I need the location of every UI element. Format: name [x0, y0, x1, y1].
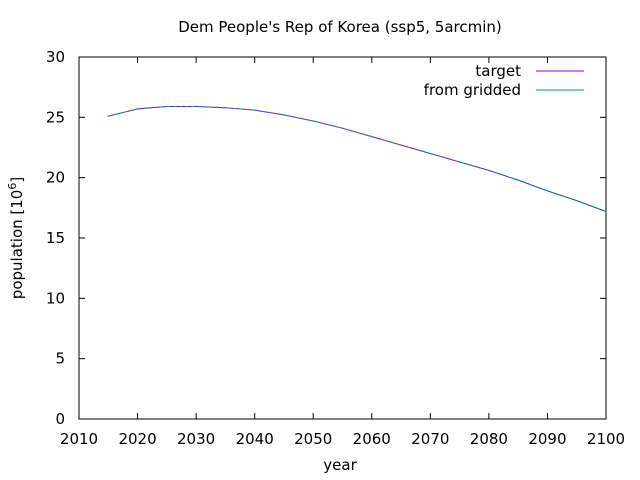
x-tick-label: 2100 — [587, 430, 625, 448]
chart-title: Dem People's Rep of Korea (ssp5, 5arcmin… — [178, 18, 502, 36]
y-tick-label: 15 — [46, 229, 65, 247]
y-axis-label-exponent: 6 — [6, 183, 19, 190]
data-point-from-gridded — [107, 115, 109, 117]
x-tick-label: 2030 — [177, 430, 215, 448]
legend-label-from-gridded: from gridded — [424, 81, 521, 99]
y-axis-label-main: population [10 — [8, 190, 26, 300]
y-axis-label-suffix: ] — [8, 177, 26, 183]
data-point-from-gridded — [166, 105, 168, 108]
x-tick-label: 2090 — [528, 430, 566, 448]
y-axis-label: population [106] — [6, 177, 26, 299]
legend-label-target: target — [475, 62, 521, 80]
data-point-from-gridded — [341, 127, 344, 129]
data-point-from-gridded — [400, 144, 402, 146]
legend: target from gridded — [424, 62, 584, 99]
data-point-from-gridded — [254, 109, 256, 111]
y-tick-label: 5 — [55, 350, 65, 368]
plot-frame — [78, 56, 607, 420]
data-point-from-gridded — [136, 108, 139, 110]
data-point-from-gridded — [459, 161, 461, 163]
data-point-from-gridded — [517, 179, 519, 181]
data-point-from-gridded — [371, 136, 373, 138]
data-point-from-gridded — [605, 210, 607, 213]
y-tick-label: 25 — [46, 108, 65, 126]
x-tick-label: 2080 — [470, 430, 508, 448]
data-point-from-gridded — [488, 169, 490, 172]
data-point-from-gridded — [283, 114, 285, 116]
y-axis: 0 5 10 15 20 25 30 — [46, 48, 606, 428]
y-tick-label: 30 — [46, 48, 65, 66]
data-point-from-gridded — [312, 120, 314, 122]
data-point-from-gridded — [546, 190, 549, 192]
data-point-from-gridded — [576, 199, 578, 202]
data-point-from-gridded — [429, 152, 431, 155]
x-tick-label: 2070 — [411, 430, 449, 448]
x-tick-label: 2060 — [353, 430, 391, 448]
data-point-from-gridded — [195, 105, 197, 108]
x-axis-label: year — [323, 456, 357, 474]
series-layer — [107, 105, 607, 213]
x-tick-label: 2010 — [60, 430, 98, 448]
x-tick-label: 2050 — [294, 430, 332, 448]
x-tick-label: 2020 — [118, 430, 156, 448]
y-tick-label: 20 — [46, 169, 65, 187]
series-line-from-gridded — [108, 106, 607, 212]
x-tick-label: 2040 — [236, 430, 274, 448]
y-tick-label: 0 — [55, 410, 65, 428]
data-point-from-gridded — [224, 107, 226, 109]
x-axis: 2010 2020 2030 2040 2050 2060 2070 2080 2090 2100 — [60, 57, 625, 448]
y-tick-label: 10 — [46, 289, 65, 307]
series-line-target — [108, 106, 607, 212]
